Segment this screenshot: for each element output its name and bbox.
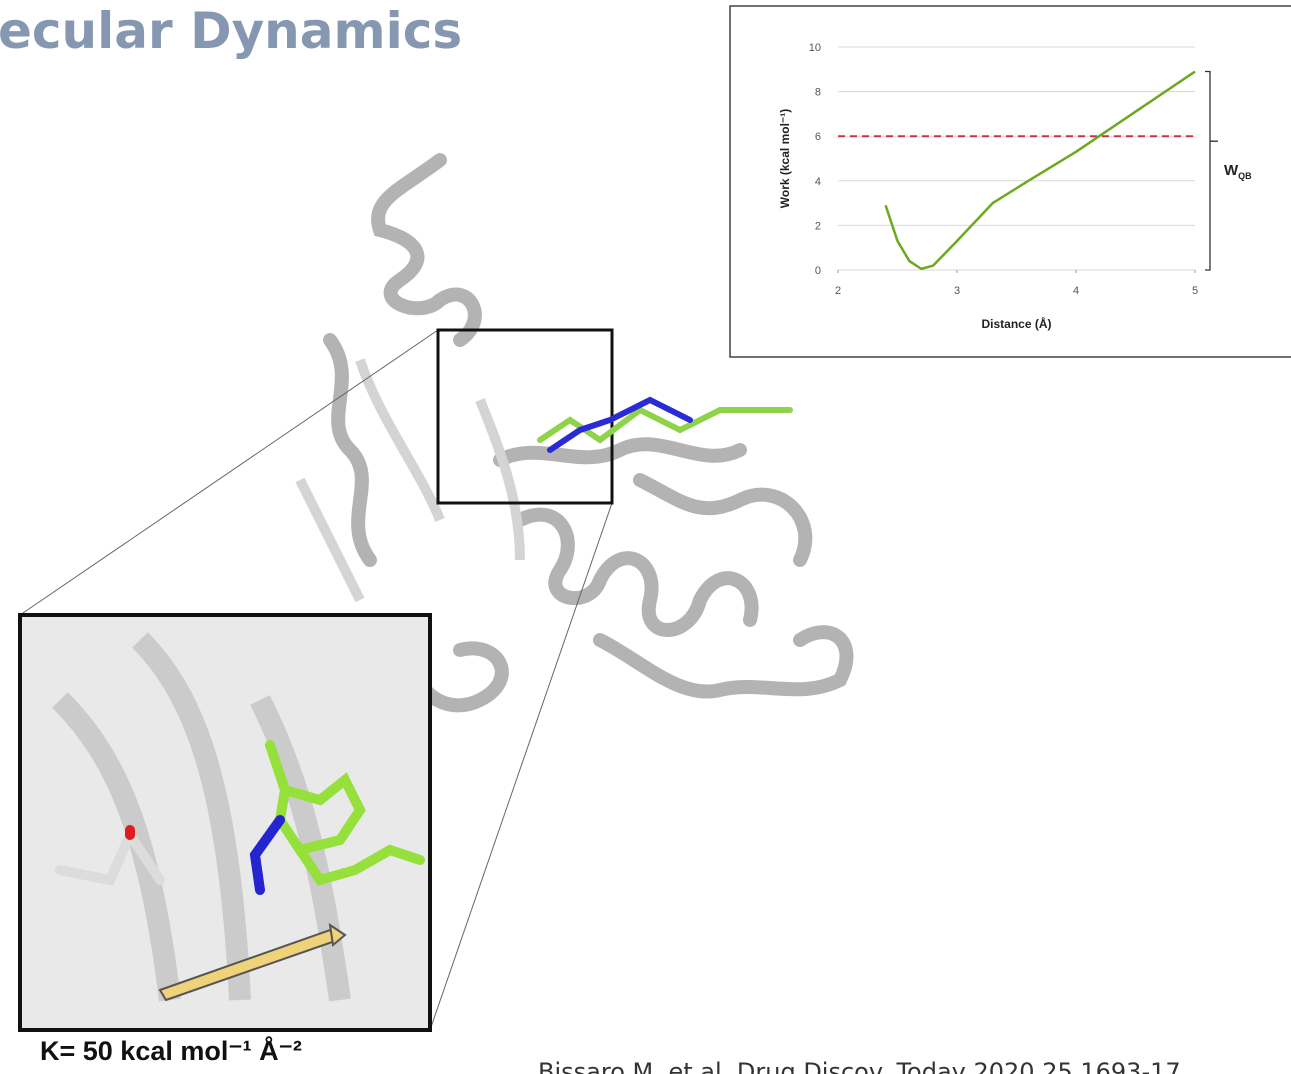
caption: K= 50 kcal mol⁻¹ Å⁻²	[40, 1036, 302, 1066]
x-tick-label: 3	[954, 285, 960, 297]
y-tick-label: 10	[809, 42, 821, 54]
y-tick-label: 6	[815, 131, 821, 143]
chart: 0 2 4 6 8 10 2 3 4 5 Distance (Å) Work (kcal mol⁻¹)…	[729, 5, 1291, 359]
y-tick-label: 8	[815, 87, 821, 99]
data-line	[884, 70, 1196, 271]
x-tick-label: 5	[1192, 285, 1198, 297]
bracket	[1205, 70, 1218, 271]
annotation-sub: QB	[1238, 171, 1252, 181]
annotation-main: W	[1224, 162, 1239, 179]
zoom-line	[19, 329, 439, 616]
x-tick-label: 2	[835, 285, 841, 297]
zoom-line	[429, 502, 613, 1031]
slide-title: ecular Dynamics	[0, 2, 463, 60]
annotation: WQB	[1224, 162, 1252, 181]
y-tick-label: 0	[815, 265, 821, 277]
y-axis-label: Work (kcal mol⁻¹)	[778, 109, 792, 208]
y-tick-label: 2	[815, 220, 821, 232]
y-tick-label: 4	[815, 176, 821, 188]
focus-box	[436, 328, 614, 505]
x-tick-label: 4	[1073, 285, 1079, 297]
x-axis-label: Distance (Å)	[981, 316, 1051, 331]
citation: Bissaro M. et al. Drug Discov. Today 202…	[538, 1058, 1181, 1074]
chart-frame	[729, 5, 1291, 358]
